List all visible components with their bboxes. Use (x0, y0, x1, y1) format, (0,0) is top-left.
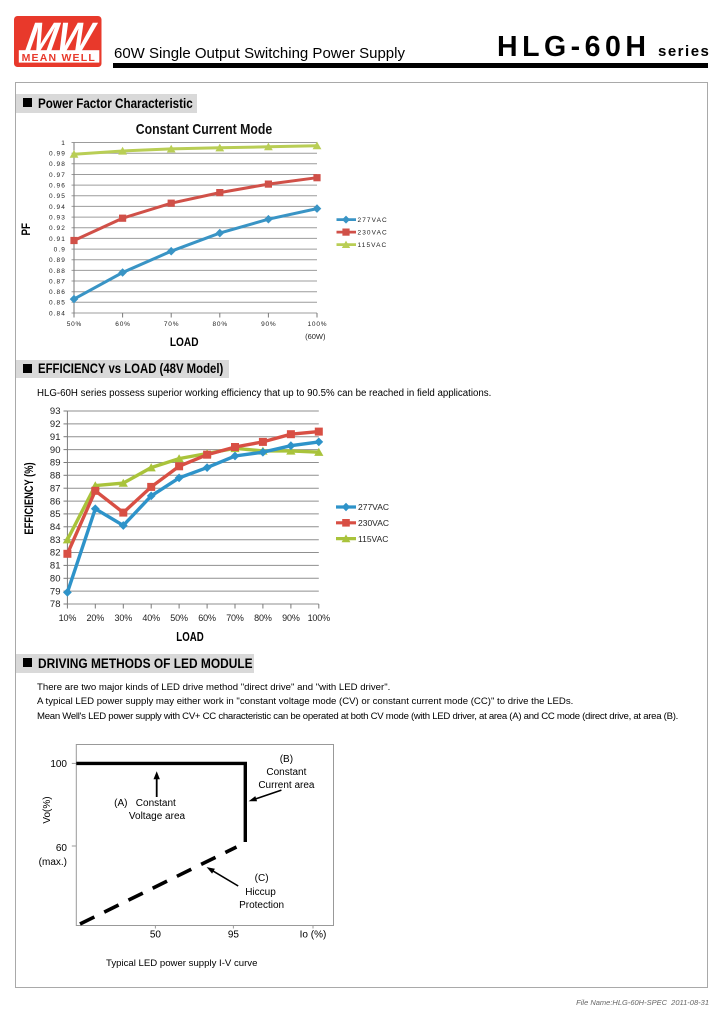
svg-text:0.87: 0.87 (49, 278, 66, 285)
svg-text:230VAC: 230VAC (358, 518, 389, 528)
svg-text:50: 50 (150, 930, 162, 941)
svg-text:0.98: 0.98 (49, 161, 66, 168)
svg-text:82: 82 (50, 548, 61, 559)
svg-text:91: 91 (50, 432, 61, 443)
svg-text:85: 85 (50, 509, 61, 520)
svg-text:95: 95 (228, 930, 240, 941)
svg-text:60%: 60% (115, 321, 130, 328)
svg-text:0.99: 0.99 (49, 151, 66, 158)
svg-text:0.95: 0.95 (49, 193, 66, 200)
svg-text:0.97: 0.97 (49, 172, 66, 179)
svg-text:PF: PF (19, 223, 33, 236)
svg-text:0.9: 0.9 (54, 247, 66, 254)
svg-text:0.89: 0.89 (49, 257, 66, 264)
svg-text:(60W): (60W) (305, 332, 326, 341)
svg-text:100%: 100% (308, 613, 331, 623)
svg-text:0.86: 0.86 (49, 289, 66, 296)
svg-text:0.96: 0.96 (49, 183, 66, 190)
svg-text:50%: 50% (67, 321, 82, 328)
svg-text:87: 87 (50, 483, 61, 494)
svg-text:LOAD: LOAD (170, 335, 199, 349)
svg-text:Hiccup: Hiccup (245, 887, 276, 898)
svg-text:277VAC: 277VAC (358, 217, 388, 224)
svg-text:0.94: 0.94 (49, 204, 66, 211)
svg-text:89: 89 (50, 458, 61, 469)
svg-text:84: 84 (50, 522, 61, 533)
svg-text:(max.): (max.) (39, 857, 67, 868)
svg-text:0.84: 0.84 (49, 310, 66, 317)
svg-text:86: 86 (50, 496, 61, 507)
svg-text:Constant Current Mode: Constant Current Mode (136, 121, 273, 138)
svg-text:60%: 60% (198, 613, 216, 623)
svg-text:Protection: Protection (239, 900, 284, 911)
svg-text:10%: 10% (59, 613, 77, 623)
svg-text:70%: 70% (164, 321, 179, 328)
svg-text:EFFICIENCY (%): EFFICIENCY (%) (22, 462, 36, 534)
svg-text:0.93: 0.93 (49, 215, 66, 222)
svg-text:100%: 100% (307, 321, 327, 328)
svg-text:60: 60 (56, 843, 68, 854)
svg-text:1: 1 (61, 140, 66, 147)
svg-text:88: 88 (50, 471, 61, 482)
svg-text:115VAC: 115VAC (358, 534, 388, 544)
svg-text:Vo(%): Vo(%) (42, 796, 53, 823)
svg-text:0.88: 0.88 (49, 268, 66, 275)
svg-text:Voltage area: Voltage area (129, 811, 186, 822)
svg-text:30%: 30% (115, 613, 133, 623)
svg-text:79: 79 (50, 586, 61, 597)
svg-text:80%: 80% (212, 321, 227, 328)
svg-text:230VAC: 230VAC (358, 230, 388, 237)
svg-text:LOAD: LOAD (176, 630, 203, 644)
svg-text:Constant: Constant (266, 767, 306, 778)
svg-text:90%: 90% (261, 321, 276, 328)
svg-text:277VAC: 277VAC (358, 502, 389, 512)
svg-text:MEAN WELL: MEAN WELL (21, 52, 95, 64)
svg-text:92: 92 (50, 419, 61, 430)
svg-text:90%: 90% (282, 613, 300, 623)
svg-text:70%: 70% (226, 613, 244, 623)
svg-text:80: 80 (50, 574, 61, 585)
svg-text:(B): (B) (280, 754, 293, 765)
svg-text:80%: 80% (254, 613, 272, 623)
svg-text:78: 78 (50, 599, 61, 610)
svg-text:90: 90 (50, 445, 61, 456)
svg-text:0.92: 0.92 (49, 225, 66, 232)
svg-text:100: 100 (50, 759, 67, 770)
svg-text:Io (%): Io (%) (300, 930, 327, 941)
svg-text:93: 93 (50, 406, 61, 417)
svg-text:81: 81 (50, 561, 61, 572)
svg-text:40%: 40% (142, 613, 160, 623)
svg-text:0.85: 0.85 (49, 300, 66, 307)
svg-text:(C): (C) (255, 873, 269, 884)
svg-text:(A) Constant: (A) Constant (114, 798, 176, 809)
svg-text:50%: 50% (170, 613, 188, 623)
svg-text:83: 83 (50, 535, 61, 546)
svg-text:20%: 20% (87, 613, 105, 623)
svg-text:0.91: 0.91 (49, 236, 66, 243)
svg-text:115VAC: 115VAC (358, 242, 388, 249)
svg-text:Current area: Current area (258, 780, 315, 791)
